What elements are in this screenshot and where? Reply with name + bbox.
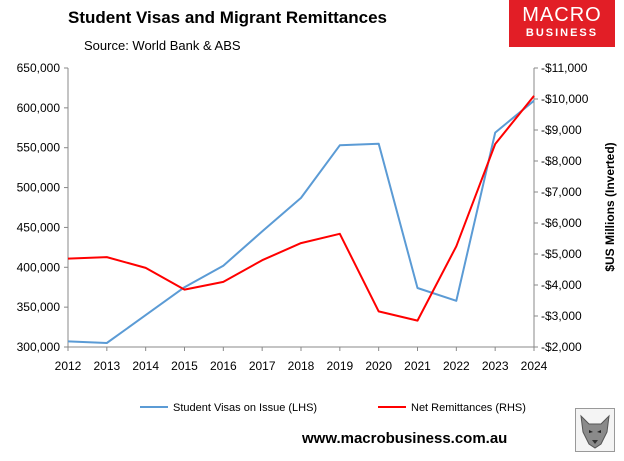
left-tick-label: 300,000	[17, 340, 61, 354]
website-url: www.macrobusiness.com.au	[302, 430, 508, 447]
x-tick-label: 2022	[443, 359, 470, 373]
right-tick-label: -$5,000	[541, 247, 582, 261]
net-remittances-line	[67, 95, 535, 322]
x-tick-label: 2020	[365, 359, 392, 373]
x-tick-label: 2015	[171, 359, 198, 373]
left-tick-label: 400,000	[17, 260, 61, 274]
chart-title: Student Visas and Migrant Remittances	[68, 8, 387, 27]
left-tick-label: 450,000	[17, 220, 61, 234]
x-tick-label: 2017	[249, 359, 276, 373]
x-tick-label: 2019	[326, 359, 353, 373]
left-tick-label: 500,000	[17, 181, 61, 195]
left-tick-label: 550,000	[17, 141, 61, 155]
x-tick-label: 2024	[521, 359, 548, 373]
right-tick-label: -$4,000	[541, 278, 582, 292]
left-tick-label: 350,000	[17, 300, 61, 314]
right-tick-label: -$10,000	[541, 92, 589, 106]
logo-line-1: MACRO	[522, 4, 602, 26]
student-visas-line	[67, 99, 535, 344]
x-tick-label: 2016	[210, 359, 237, 373]
left-tick-label: 650,000	[17, 61, 61, 75]
right-tick-label: -$8,000	[541, 154, 582, 168]
x-tick-label: 2013	[93, 359, 120, 373]
right-tick-label: -$3,000	[541, 309, 582, 323]
x-tick-label: 2014	[132, 359, 159, 373]
x-tick-label: 2023	[482, 359, 509, 373]
right-tick-label: -$6,000	[541, 216, 582, 230]
legend-label: Net Remittances (RHS)	[411, 402, 526, 414]
x-tick-label: 2018	[288, 359, 315, 373]
wolf-icon	[575, 408, 615, 452]
x-tick-label: 2012	[55, 359, 82, 373]
logo-line-2: BUSINESS	[525, 27, 599, 39]
x-tick-label: 2021	[404, 359, 431, 373]
chart-subtitle: Source: World Bank & ABS	[84, 38, 241, 53]
right-tick-label: -$11,000	[541, 61, 588, 75]
right-tick-label: -$9,000	[541, 123, 582, 137]
legend-label: Student Visas on Issue (LHS)	[173, 402, 317, 414]
right-tick-label: -$2,000	[541, 340, 582, 354]
right-tick-label: -$7,000	[541, 185, 582, 199]
left-tick-label: 600,000	[17, 101, 61, 115]
right-axis-label: $US Millions (Inverted)	[603, 142, 617, 271]
macrobusiness-logo: MACRO BUSINESS	[509, 0, 615, 47]
